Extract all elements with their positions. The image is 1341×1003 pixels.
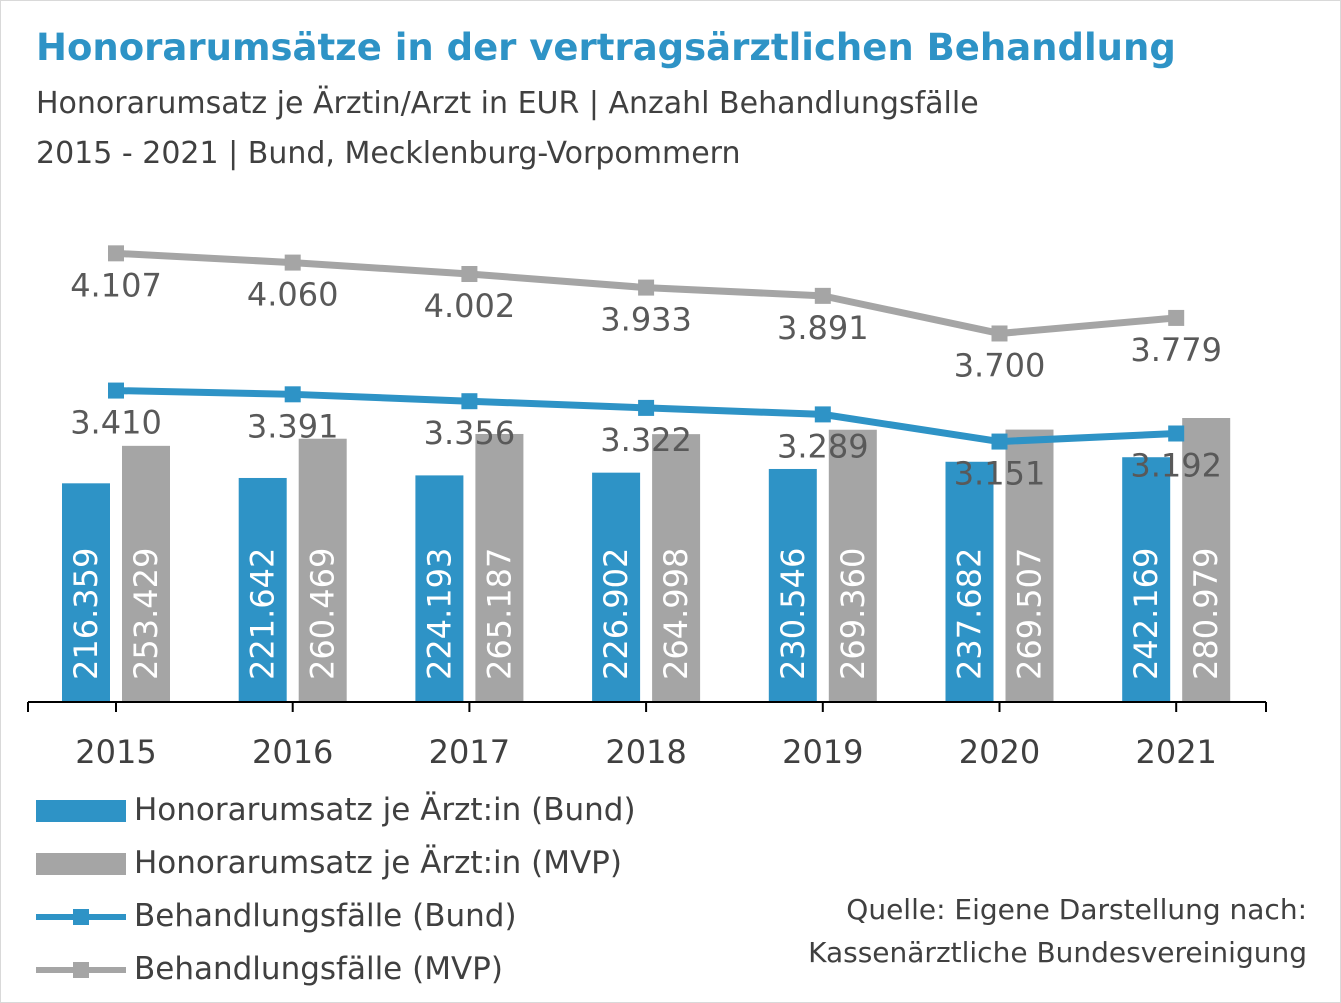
line-marker-mvp-2016 xyxy=(284,254,301,271)
line-value-label: 4.107 xyxy=(70,266,162,304)
bar-value-label: 242.169 xyxy=(1127,548,1165,680)
line-value-label: 3.289 xyxy=(777,427,869,465)
legend-swatch-line-bund xyxy=(36,909,126,925)
bar-bund-2016 xyxy=(238,477,287,702)
x-tick-label: 2017 xyxy=(429,733,510,771)
line-value-label: 3.391 xyxy=(247,407,339,445)
bar-mvp-2018 xyxy=(652,434,701,702)
bar-value-label: 269.507 xyxy=(1011,548,1049,680)
line-marker-mvp-2019 xyxy=(814,287,831,304)
bar-mvp-2021 xyxy=(1182,418,1231,702)
legend-label: Behandlungsfälle (Bund) xyxy=(134,898,517,934)
line-marker-bund-2017 xyxy=(461,393,478,410)
line-value-label: 4.060 xyxy=(247,276,339,314)
bar-value-label: 221.642 xyxy=(244,548,282,680)
bar-value-label: 260.469 xyxy=(304,548,342,680)
x-tick-label: 2015 xyxy=(75,733,156,771)
line-marker-bund-2016 xyxy=(284,386,301,403)
line-marker-mvp-2020 xyxy=(991,325,1008,342)
legend-swatch-bar-mvp xyxy=(36,853,126,875)
chart-subtitle-line1: Honorarumsatz je Ärztin/Arzt in EUR | An… xyxy=(36,86,979,121)
bar-mvp-2017 xyxy=(475,433,524,702)
line-marker-mvp-2021 xyxy=(1168,309,1185,326)
line-value-label: 3.410 xyxy=(70,404,162,442)
bar-bund-2020 xyxy=(945,461,994,702)
line-marker-bund-2021 xyxy=(1168,425,1185,442)
line-value-label: 3.356 xyxy=(424,414,516,452)
bar-value-label: 216.359 xyxy=(67,548,105,680)
bar-value-label: 264.998 xyxy=(657,548,695,680)
bar-value-label: 269.360 xyxy=(834,548,872,680)
line-marker-bund-2020 xyxy=(991,433,1008,450)
legend-label: Honorarumsatz je Ärzt:in (Bund) xyxy=(134,792,636,828)
line-value-label: 3.322 xyxy=(600,421,692,459)
x-tick-label: 2021 xyxy=(1135,733,1216,771)
legend-label: Honorarumsatz je Ärzt:in (MVP) xyxy=(134,845,622,881)
line-value-label: 3.779 xyxy=(1130,331,1222,369)
line-value-label: 3.151 xyxy=(954,455,1046,493)
line-value-label: 3.933 xyxy=(600,301,692,339)
x-tick-label: 2019 xyxy=(782,733,863,771)
legend-swatch-line-mvp xyxy=(36,962,126,978)
line-marker-mvp-2015 xyxy=(108,245,124,262)
line-marker-mvp-2018 xyxy=(638,279,655,296)
chart-subtitle-line2: 2015 - 2021 | Bund, Mecklenburg-Vorpomme… xyxy=(36,136,741,171)
bar-value-label: 226.902 xyxy=(597,548,635,680)
bar-value-label: 224.193 xyxy=(420,548,458,680)
source-line1: Quelle: Eigene Darstellung nach: xyxy=(846,893,1307,926)
legend-swatch-bar-bund xyxy=(36,800,126,822)
bar-value-label: 230.546 xyxy=(774,548,812,680)
line-value-label: 3.192 xyxy=(1130,446,1222,484)
bar-bund-2018 xyxy=(592,472,641,702)
line-marker-bund-2018 xyxy=(638,399,655,416)
bar-bund-2015 xyxy=(62,483,110,702)
line-value-label: 3.891 xyxy=(777,309,869,347)
bar-mvp-2015 xyxy=(122,445,170,702)
line-value-label: 3.700 xyxy=(954,346,1046,384)
bar-value-label: 253.429 xyxy=(127,548,165,680)
line-marker-bund-2019 xyxy=(814,406,831,423)
chart-title: Honorarumsätze in der vertragsärztlichen… xyxy=(36,26,1176,69)
bar-bund-2019 xyxy=(768,468,817,702)
bar-mvp-2019 xyxy=(828,429,877,702)
x-tick-label: 2016 xyxy=(252,733,333,771)
bar-bund-2017 xyxy=(415,475,464,702)
line-marker-bund-2015 xyxy=(108,382,124,399)
bar-mvp-2020 xyxy=(1005,429,1054,702)
bar-bund-2021 xyxy=(1122,457,1171,702)
bar-value-label: 265.187 xyxy=(480,548,518,680)
source-line2: Kassenärztliche Bundesvereinigung xyxy=(808,936,1307,969)
line-marker-mvp-2017 xyxy=(461,266,478,283)
bar-mvp-2016 xyxy=(298,438,347,702)
x-tick-label: 2018 xyxy=(605,733,686,771)
bar-value-label: 280.979 xyxy=(1187,548,1225,680)
legend-label: Behandlungsfälle (MVP) xyxy=(134,951,503,987)
x-tick-label: 2020 xyxy=(959,733,1040,771)
line-value-label: 4.002 xyxy=(424,287,516,325)
bar-value-label: 237.682 xyxy=(951,548,989,680)
